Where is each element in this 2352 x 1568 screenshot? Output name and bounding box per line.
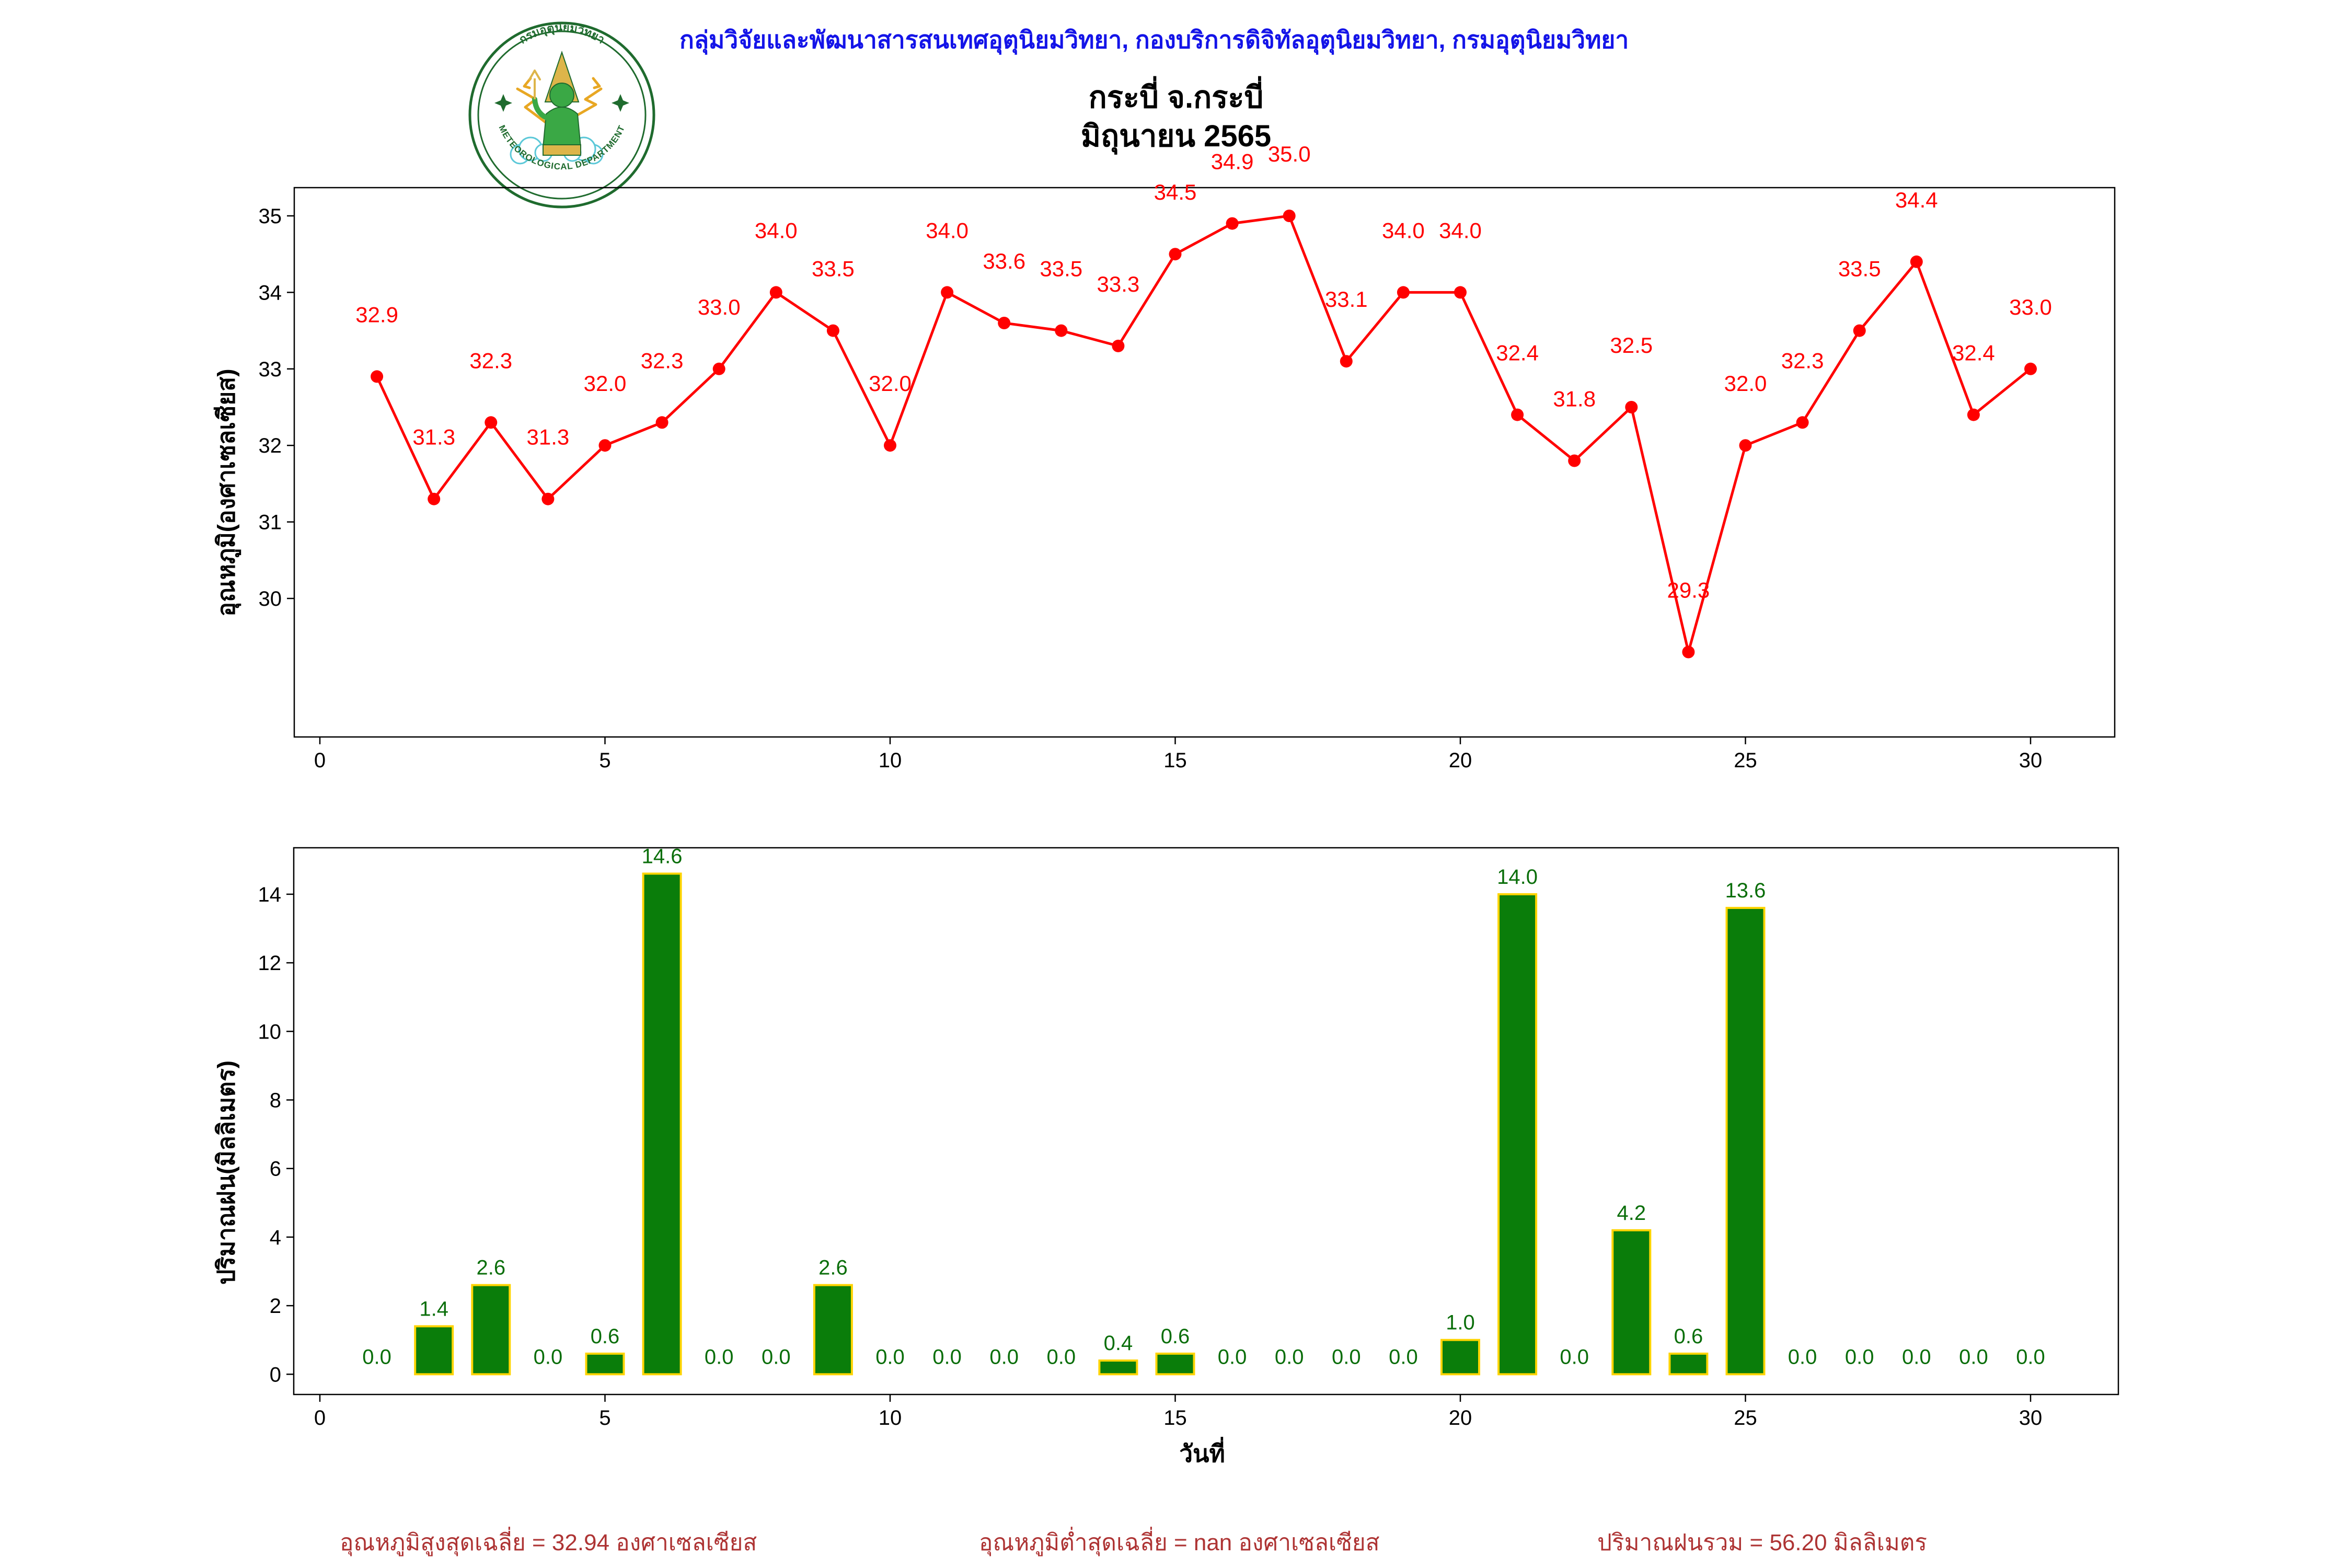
svg-text:15: 15 — [1163, 1406, 1187, 1429]
svg-text:12: 12 — [258, 952, 282, 975]
svg-text:29.3: 29.3 — [1667, 578, 1710, 603]
svg-text:10: 10 — [258, 1020, 282, 1043]
svg-text:25: 25 — [1734, 749, 1757, 772]
svg-text:0.0: 0.0 — [762, 1345, 791, 1368]
svg-text:33.0: 33.0 — [2009, 295, 2052, 319]
svg-text:32.3: 32.3 — [641, 348, 684, 373]
svg-text:0.0: 0.0 — [1902, 1345, 1931, 1368]
svg-text:34.0: 34.0 — [1382, 218, 1425, 243]
svg-text:0.0: 0.0 — [1560, 1345, 1589, 1368]
svg-text:34.5: 34.5 — [1154, 180, 1197, 204]
svg-text:32.5: 32.5 — [1610, 333, 1653, 358]
svg-text:0.0: 0.0 — [1046, 1345, 1076, 1368]
svg-text:32.3: 32.3 — [1781, 348, 1824, 373]
svg-text:15: 15 — [1163, 749, 1187, 772]
svg-text:32.9: 32.9 — [355, 302, 398, 327]
svg-text:30: 30 — [2019, 1406, 2043, 1429]
svg-text:34.4: 34.4 — [1895, 188, 1938, 212]
svg-text:0.0: 0.0 — [1845, 1345, 1874, 1368]
svg-text:2.6: 2.6 — [818, 1256, 848, 1279]
svg-text:0.0: 0.0 — [1332, 1345, 1361, 1368]
svg-text:32.4: 32.4 — [1496, 341, 1539, 365]
svg-text:10: 10 — [879, 749, 902, 772]
svg-text:0.0: 0.0 — [534, 1345, 563, 1368]
svg-text:14: 14 — [258, 883, 282, 906]
svg-text:4.2: 4.2 — [1617, 1202, 1646, 1225]
svg-text:20: 20 — [1449, 749, 1472, 772]
svg-text:2.6: 2.6 — [476, 1256, 505, 1279]
svg-text:32.4: 32.4 — [1952, 341, 1995, 365]
svg-text:0: 0 — [270, 1363, 281, 1386]
svg-text:10: 10 — [879, 1406, 902, 1429]
svg-text:1.0: 1.0 — [1446, 1311, 1475, 1334]
svg-text:13.6: 13.6 — [1725, 879, 1766, 902]
svg-text:4: 4 — [270, 1226, 281, 1249]
svg-text:0.6: 0.6 — [1674, 1325, 1703, 1348]
svg-text:8: 8 — [270, 1089, 281, 1112]
svg-text:0.0: 0.0 — [1959, 1345, 1988, 1368]
svg-text:0: 0 — [314, 1406, 326, 1429]
svg-text:35: 35 — [259, 205, 282, 228]
svg-text:33.5: 33.5 — [1040, 257, 1082, 281]
svg-text:34.0: 34.0 — [1439, 218, 1482, 243]
svg-text:0: 0 — [314, 749, 326, 772]
svg-text:0.6: 0.6 — [591, 1325, 620, 1348]
svg-text:20: 20 — [1449, 1406, 1472, 1429]
svg-text:1.4: 1.4 — [419, 1298, 448, 1321]
svg-text:34.0: 34.0 — [926, 218, 969, 243]
svg-text:34.0: 34.0 — [755, 218, 798, 243]
svg-text:5: 5 — [599, 749, 610, 772]
svg-text:0.0: 0.0 — [1275, 1345, 1304, 1368]
svg-text:0.0: 0.0 — [1788, 1345, 1817, 1368]
svg-text:31.3: 31.3 — [412, 425, 455, 449]
svg-text:5: 5 — [599, 1406, 610, 1429]
svg-text:0.0: 0.0 — [2016, 1345, 2045, 1368]
svg-text:0.0: 0.0 — [989, 1345, 1019, 1368]
svg-text:0.6: 0.6 — [1161, 1325, 1190, 1348]
svg-text:31: 31 — [259, 511, 282, 534]
svg-text:31.3: 31.3 — [527, 425, 570, 449]
svg-text:6: 6 — [270, 1158, 281, 1181]
svg-text:0.0: 0.0 — [705, 1345, 734, 1368]
svg-text:32.0: 32.0 — [584, 371, 627, 396]
svg-text:0.0: 0.0 — [362, 1345, 391, 1368]
svg-text:0.0: 0.0 — [1218, 1345, 1247, 1368]
svg-text:33.1: 33.1 — [1325, 287, 1368, 312]
svg-text:33.0: 33.0 — [698, 295, 741, 319]
svg-text:33.5: 33.5 — [812, 257, 855, 281]
svg-text:34: 34 — [259, 281, 282, 304]
svg-text:32.0: 32.0 — [869, 371, 912, 396]
svg-text:14.6: 14.6 — [642, 845, 683, 868]
svg-text:33.5: 33.5 — [1838, 257, 1881, 281]
svg-text:2: 2 — [270, 1295, 281, 1318]
svg-text:25: 25 — [1734, 1406, 1757, 1429]
svg-text:33: 33 — [259, 358, 282, 381]
svg-text:30: 30 — [259, 587, 282, 610]
svg-text:32: 32 — [259, 434, 282, 457]
svg-text:0.0: 0.0 — [1389, 1345, 1418, 1368]
svg-text:32.3: 32.3 — [469, 348, 512, 373]
svg-text:0.0: 0.0 — [932, 1345, 962, 1368]
svg-text:0.0: 0.0 — [875, 1345, 905, 1368]
svg-text:32.0: 32.0 — [1724, 371, 1767, 396]
svg-text:33.3: 33.3 — [1097, 272, 1140, 296]
svg-text:0.4: 0.4 — [1104, 1332, 1133, 1355]
svg-text:14.0: 14.0 — [1497, 866, 1538, 889]
svg-text:30: 30 — [2019, 749, 2043, 772]
svg-text:31.8: 31.8 — [1553, 387, 1596, 411]
svg-text:33.6: 33.6 — [983, 249, 1025, 273]
